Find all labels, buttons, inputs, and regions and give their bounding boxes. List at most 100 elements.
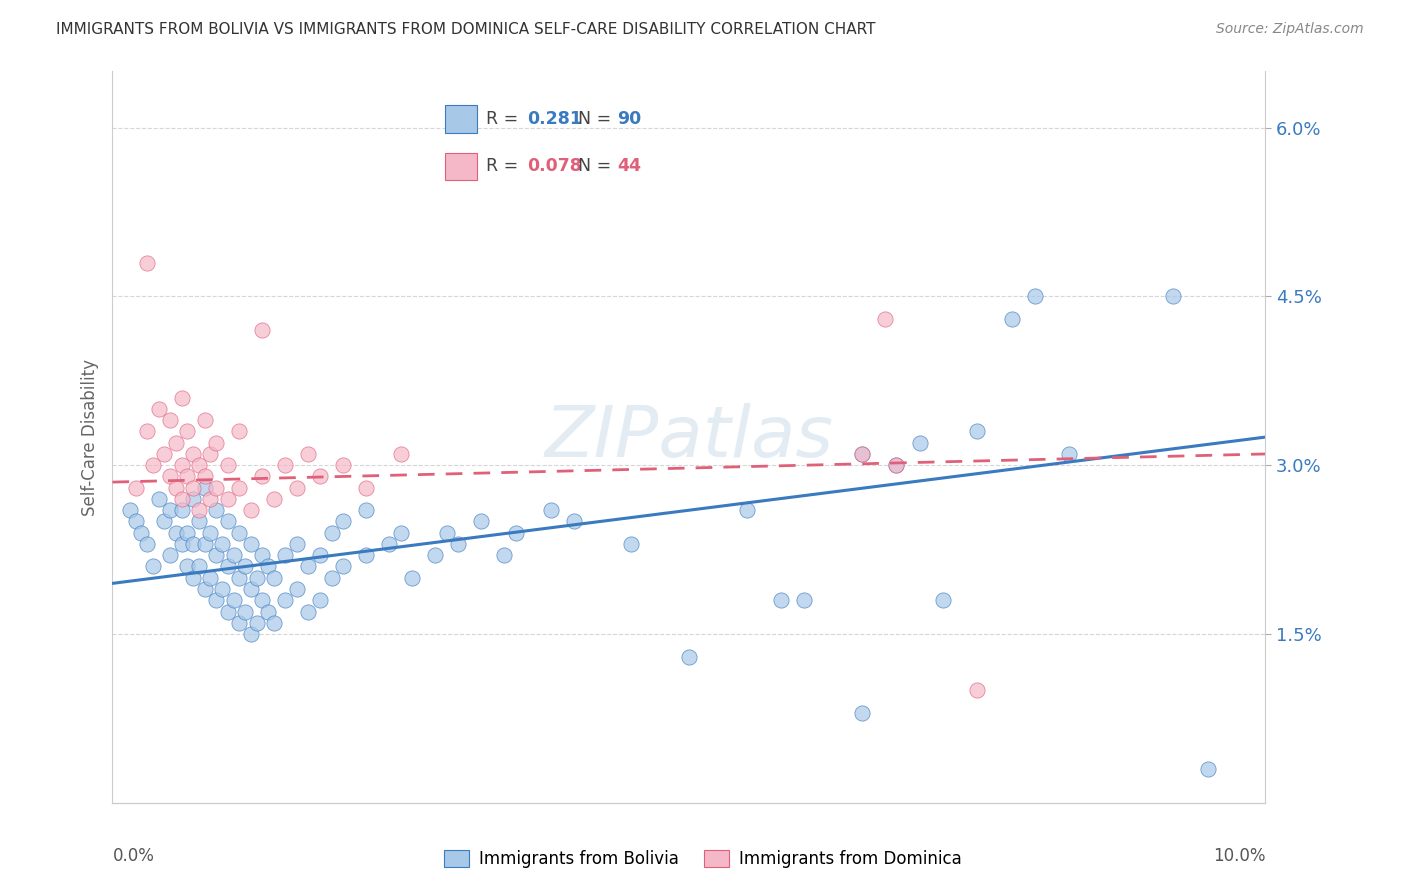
Point xyxy=(181,571,204,585)
Point xyxy=(205,435,228,450)
Point xyxy=(118,503,141,517)
Point xyxy=(205,503,228,517)
Point xyxy=(181,481,204,495)
Point xyxy=(436,525,458,540)
Point xyxy=(228,525,250,540)
Point xyxy=(136,425,159,439)
Point xyxy=(851,447,873,461)
Point xyxy=(228,571,250,585)
Point xyxy=(211,582,233,596)
Point xyxy=(285,481,308,495)
Point xyxy=(217,559,239,574)
Point xyxy=(233,605,256,619)
Point xyxy=(321,571,343,585)
Point xyxy=(200,571,222,585)
Point xyxy=(194,537,217,551)
Point xyxy=(176,425,198,439)
Point xyxy=(886,458,908,473)
Point xyxy=(252,469,274,483)
Point xyxy=(678,649,700,664)
Point xyxy=(252,548,274,562)
Point xyxy=(425,548,447,562)
Point xyxy=(540,503,562,517)
Point xyxy=(851,706,873,720)
Text: ZIPatlas: ZIPatlas xyxy=(544,402,834,472)
Point xyxy=(1059,447,1081,461)
Point xyxy=(285,537,308,551)
Point xyxy=(1024,289,1046,303)
Point xyxy=(194,469,217,483)
Point xyxy=(222,548,245,562)
Point xyxy=(886,458,908,473)
Point xyxy=(354,481,377,495)
Point xyxy=(1001,312,1024,326)
Point xyxy=(159,503,181,517)
Point xyxy=(1161,289,1184,303)
Point xyxy=(297,605,319,619)
Point xyxy=(153,515,176,529)
Point xyxy=(194,481,217,495)
Point xyxy=(908,435,931,450)
Point xyxy=(194,413,217,427)
Point xyxy=(274,458,297,473)
Point xyxy=(246,571,269,585)
Point xyxy=(165,435,187,450)
Legend: Immigrants from Bolivia, Immigrants from Dominica: Immigrants from Bolivia, Immigrants from… xyxy=(437,843,969,875)
Point xyxy=(620,537,643,551)
Point xyxy=(124,515,146,529)
Text: Source: ZipAtlas.com: Source: ZipAtlas.com xyxy=(1216,22,1364,37)
Point xyxy=(239,537,262,551)
Point xyxy=(170,503,193,517)
Point xyxy=(217,491,239,506)
Point xyxy=(188,503,211,517)
Point xyxy=(263,491,285,506)
Point xyxy=(770,593,793,607)
Text: 10.0%: 10.0% xyxy=(1213,847,1265,864)
Point xyxy=(309,548,332,562)
Point xyxy=(401,571,423,585)
Point xyxy=(228,615,250,630)
Point xyxy=(176,525,198,540)
Point xyxy=(389,447,412,461)
Point xyxy=(170,458,193,473)
Point xyxy=(176,469,198,483)
Point xyxy=(205,593,228,607)
Point xyxy=(252,323,274,337)
Point xyxy=(246,615,269,630)
Point xyxy=(297,559,319,574)
Point xyxy=(159,469,181,483)
Point xyxy=(309,593,332,607)
Point xyxy=(148,401,170,416)
Point xyxy=(274,548,297,562)
Point xyxy=(297,447,319,461)
Point xyxy=(447,537,470,551)
Point xyxy=(285,582,308,596)
Point xyxy=(257,605,280,619)
Point xyxy=(142,458,165,473)
Point xyxy=(735,503,758,517)
Point xyxy=(263,571,285,585)
Point xyxy=(228,425,250,439)
Point xyxy=(332,559,354,574)
Point xyxy=(233,559,256,574)
Point xyxy=(181,447,204,461)
Y-axis label: Self-Care Disability: Self-Care Disability xyxy=(80,359,98,516)
Point xyxy=(873,312,896,326)
Point xyxy=(124,481,146,495)
Point xyxy=(205,548,228,562)
Text: 0.0%: 0.0% xyxy=(112,847,155,864)
Point xyxy=(165,525,187,540)
Point xyxy=(966,425,988,439)
Point xyxy=(274,593,297,607)
Point xyxy=(176,559,198,574)
Point xyxy=(194,582,217,596)
Point xyxy=(309,469,332,483)
Point xyxy=(217,515,239,529)
Point xyxy=(389,525,412,540)
Point xyxy=(966,683,988,698)
Point xyxy=(239,503,262,517)
Point xyxy=(378,537,401,551)
Point xyxy=(931,593,953,607)
Point xyxy=(181,537,204,551)
Point xyxy=(159,548,181,562)
